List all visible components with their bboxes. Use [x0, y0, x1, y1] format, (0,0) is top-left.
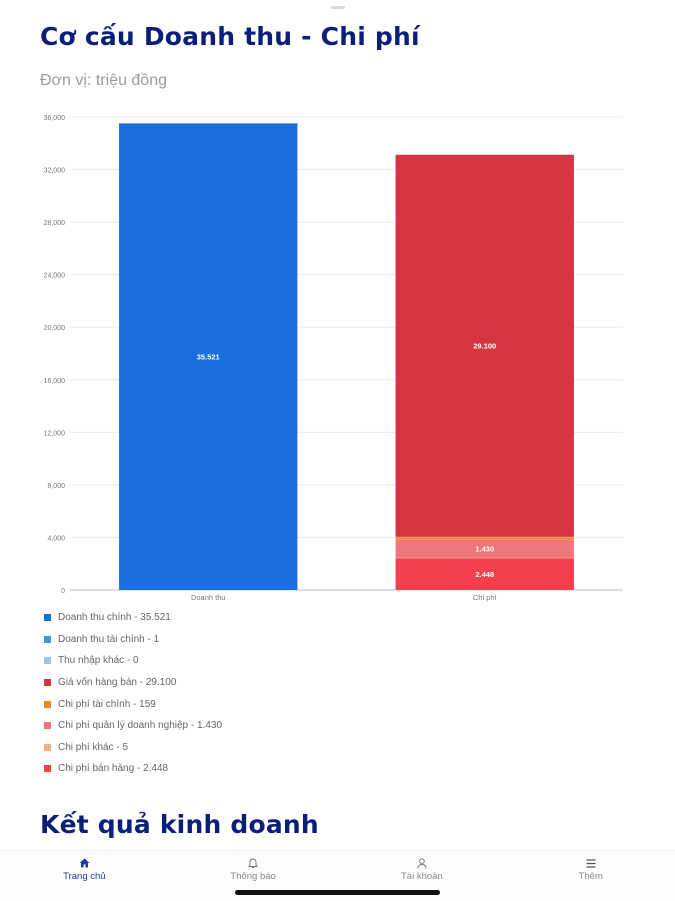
bar-segment	[395, 536, 574, 539]
bar-segment	[395, 154, 574, 537]
y-tick-label: 8,000	[47, 483, 65, 490]
legend-swatch	[44, 743, 51, 751]
x-tick-label: Doanh thu	[191, 593, 226, 602]
nav-item-more[interactable]: Thêm	[506, 851, 675, 901]
top-notch	[330, 6, 345, 9]
legend-item[interactable]: Giá vốn hàng bán - 29.100	[44, 672, 222, 694]
legend-label: Chi phí tài chính - 159	[58, 698, 156, 710]
bell-icon	[248, 857, 259, 869]
section-title-business-results: Kết quả kinh doanh	[40, 810, 319, 839]
stacked-bar-chart: 0 4,000 8,000 12,000 16,000 20,000 24,000 28,00…	[44, 115, 623, 602]
nav-item-home[interactable]: Trang chủ	[0, 851, 169, 901]
legend-item[interactable]: Doanh thu chính - 35.521	[44, 607, 222, 629]
legend-item[interactable]: Doanh thu tài chính - 1	[44, 629, 222, 651]
legend-label: Chi phí quản lý doanh nghiệp - 1.430	[58, 720, 223, 732]
legend-item[interactable]: Chi phí khác - 5	[44, 737, 222, 759]
legend-label: Chi phí khác - 5	[58, 741, 129, 753]
page-title: Cơ cấu Doanh thu - Chi phí	[40, 22, 420, 51]
legend-label: Giá vốn hàng bán - 29.100	[58, 677, 177, 689]
y-tick-label: 20,000	[44, 325, 66, 332]
nav-label: Tài khoản	[401, 871, 443, 882]
legend-label: Doanh thu chính - 35.521	[58, 612, 171, 624]
y-tick-label: 32,000	[44, 168, 66, 175]
bar-segment	[395, 538, 574, 558]
y-tick-label: 24,000	[44, 273, 66, 280]
legend-item[interactable]: Thu nhập khác - 0	[44, 650, 222, 672]
chart-legend: Doanh thu chính - 35.521 Doanh thu tài ch…	[44, 607, 222, 780]
data-label: 1.430	[475, 544, 494, 553]
legend-item[interactable]: Chi phí bán hàng - 2.448	[44, 758, 222, 780]
y-tick-label: 36,000	[44, 115, 66, 122]
bar-segment	[395, 557, 574, 559]
home-indicator	[235, 890, 440, 895]
data-label: 35.521	[197, 353, 220, 362]
legend-label: Doanh thu tài chính - 1	[58, 633, 160, 645]
y-tick-label: 28,000	[44, 220, 66, 227]
legend-swatch	[44, 700, 51, 708]
data-label: 29.100	[473, 342, 496, 351]
bar-segment	[119, 123, 298, 124]
bar-segment	[119, 123, 298, 591]
nav-item-account[interactable]: Tài khoản	[338, 851, 507, 901]
legend-swatch	[44, 679, 51, 687]
data-label: 2.448	[475, 570, 494, 579]
nav-item-notifications[interactable]: Thông báo	[169, 851, 338, 901]
legend-label: Chi phí bán hàng - 2.448	[58, 763, 169, 775]
y-tick-label: 4,000	[47, 535, 65, 542]
user-icon	[417, 857, 427, 869]
x-tick-label: Chi phí	[473, 593, 498, 602]
y-tick-label: 0	[61, 588, 65, 595]
legend-swatch	[44, 635, 51, 643]
legend-swatch	[44, 657, 51, 665]
y-tick-label: 12,000	[44, 430, 66, 437]
legend-swatch	[44, 722, 51, 730]
legend-swatch	[44, 765, 51, 773]
home-icon	[79, 857, 90, 869]
unit-label: Đơn vị: triệu đồng	[40, 72, 167, 89]
legend-swatch	[44, 614, 51, 622]
y-tick-label: 16,000	[44, 378, 66, 385]
nav-label: Thêm	[578, 871, 603, 882]
legend-item[interactable]: Chi phí quản lý doanh nghiệp - 1.430	[44, 715, 222, 737]
legend-label: Thu nhập khác - 0	[58, 655, 139, 667]
legend-item[interactable]: Chi phí tài chính - 159	[44, 693, 222, 715]
nav-label: Trang chủ	[63, 871, 106, 882]
nav-label: Thông báo	[230, 871, 276, 882]
menu-icon	[586, 857, 596, 869]
bar-segment	[395, 557, 574, 590]
